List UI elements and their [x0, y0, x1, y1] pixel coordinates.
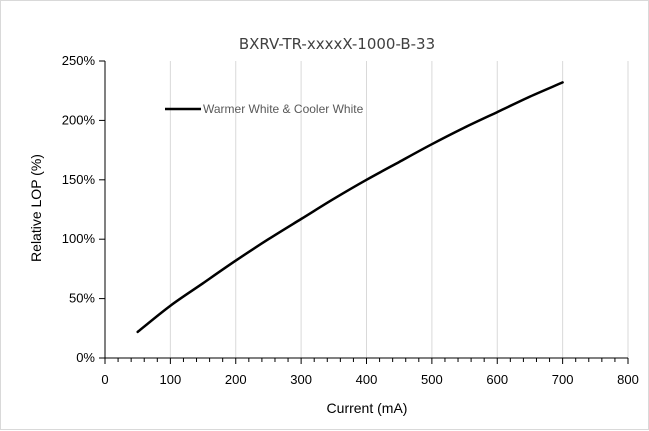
y-tick-label: 200% [62, 112, 96, 127]
y-axis-label: Relative LOP (%) [28, 154, 44, 262]
chart-title: BXRV-TR-xxxxX-1000-B-33 [239, 35, 435, 53]
gridlines [169, 61, 629, 358]
legend: Warmer White & Cooler White [165, 102, 364, 116]
y-tick-label: 150% [62, 172, 96, 187]
y-tick-label: 0% [76, 350, 95, 365]
x-tick-label: 0 [101, 372, 108, 387]
series-lines [136, 81, 564, 334]
x-tick-labels: 0 100 200 300 400 500 600 700 800 [101, 372, 638, 387]
y-tick-label: 50% [69, 291, 95, 306]
y-tick-labels: 0% 50% 100% 150% 200% 250% [62, 53, 96, 365]
x-tick-label: 100 [160, 372, 182, 387]
y-tick-label: 250% [62, 53, 96, 68]
series-line-0 [136, 81, 564, 334]
x-tick-label: 500 [421, 372, 443, 387]
x-tick-label: 400 [356, 372, 378, 387]
y-tick-label: 100% [62, 231, 96, 246]
x-tick-label: 300 [290, 372, 312, 387]
legend-label: Warmer White & Cooler White [203, 102, 364, 116]
x-tick-label: 600 [486, 372, 508, 387]
x-tick-label: 700 [552, 372, 574, 387]
x-tick-label: 200 [225, 372, 247, 387]
x-axis-label: Current (mA) [327, 400, 408, 416]
axes [99, 60, 629, 364]
x-tick-label: 800 [617, 372, 639, 387]
